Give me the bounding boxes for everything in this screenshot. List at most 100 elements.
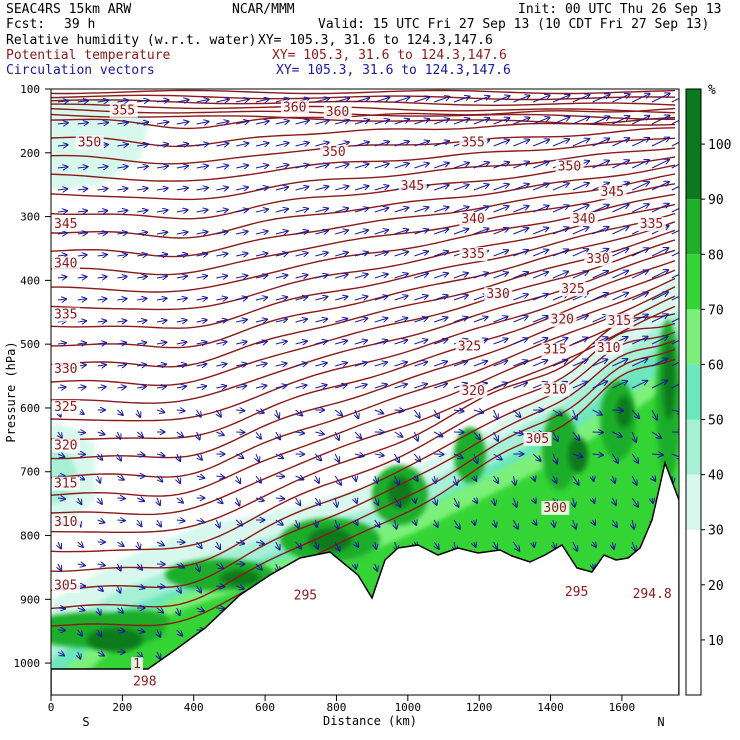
wind-vector — [137, 298, 146, 300]
wind-vector — [216, 121, 228, 124]
wind-vector — [137, 166, 148, 168]
wind-vector — [97, 520, 105, 523]
wind-vector — [671, 410, 679, 412]
wind-vector — [473, 207, 489, 213]
organization: NCAR/MMM — [232, 2, 295, 17]
theta-label: 310 — [543, 382, 566, 397]
wind-vector — [552, 409, 562, 416]
wind-vector — [632, 541, 635, 551]
wind-vector — [651, 116, 669, 125]
wind-vector — [394, 274, 408, 279]
wind-vector — [157, 497, 160, 505]
wind-vector — [236, 475, 240, 483]
wind-vector — [354, 296, 368, 300]
wind-vector — [216, 342, 226, 344]
wind-vector — [453, 229, 468, 235]
wind-vector — [434, 119, 449, 125]
wind-vector — [255, 431, 261, 439]
field-vector-name: Circulation vectors — [6, 63, 155, 78]
wind-vector — [295, 297, 308, 300]
wind-vector — [375, 519, 380, 527]
wind-vector — [236, 165, 248, 168]
wind-vector — [196, 364, 207, 366]
wind-vector — [533, 316, 548, 323]
wind-vector — [117, 166, 127, 168]
wind-vector — [414, 119, 429, 125]
wind-vector — [454, 497, 459, 507]
wind-vector — [494, 497, 495, 505]
wind-vector — [631, 204, 649, 213]
wind-vector — [57, 343, 66, 344]
wind-vector — [117, 563, 120, 571]
wind-vector — [97, 167, 108, 169]
wind-vector — [374, 142, 389, 147]
colorbar-bin — [686, 419, 701, 475]
wind-vector — [671, 295, 679, 301]
wind-vector — [513, 338, 527, 345]
wind-vector — [354, 252, 368, 256]
wind-vector — [592, 271, 609, 279]
wind-vector — [77, 211, 87, 212]
wind-vector — [494, 541, 498, 549]
theta-label: 330 — [54, 362, 77, 377]
wind-vector — [255, 143, 269, 146]
wind-vector — [532, 453, 540, 461]
wind-vector — [533, 294, 548, 301]
wind-vector — [255, 364, 267, 367]
wind-vector — [58, 541, 61, 548]
wind-vector — [275, 363, 287, 366]
wind-vector — [631, 94, 649, 103]
wind-vector — [651, 138, 669, 147]
wind-vector — [117, 387, 125, 388]
theta-label: 305 — [526, 432, 549, 447]
wind-vector — [156, 586, 165, 587]
wind-vector — [533, 476, 535, 481]
theta-contour — [51, 103, 676, 114]
wind-vector — [413, 409, 419, 418]
wind-vector — [176, 166, 188, 168]
wind-vector — [414, 318, 427, 323]
wind-vector — [77, 255, 87, 256]
wind-vector — [572, 117, 590, 125]
wind-vector — [354, 340, 367, 344]
wind-vector — [394, 252, 408, 257]
colorbar-label: 30 — [708, 524, 724, 539]
wind-vector — [216, 409, 221, 417]
wind-vector — [434, 384, 447, 389]
wind-vector — [453, 185, 469, 191]
wind-vector — [315, 541, 318, 549]
wind-vector — [473, 96, 490, 103]
wind-vector — [315, 497, 320, 505]
wind-vector — [414, 141, 429, 147]
wind-vector — [216, 364, 226, 366]
wind-vector — [137, 651, 142, 658]
wind-vector — [57, 277, 66, 278]
wind-vector — [136, 432, 143, 437]
wind-vector — [57, 233, 67, 234]
wind-vector — [592, 227, 609, 235]
theta-label: 340 — [572, 212, 595, 227]
wind-vector — [216, 254, 227, 256]
wind-vector — [473, 273, 488, 279]
theta-label: 325 — [54, 400, 77, 415]
wind-vector — [395, 519, 397, 529]
wind-vector — [335, 164, 348, 169]
wind-vector — [296, 519, 299, 528]
wind-vector — [354, 164, 369, 169]
x-axis: 0 200 400 600 800 1000 1200 1400 1600 — [48, 695, 635, 714]
wind-vector — [493, 361, 508, 367]
colorbar-label: 100 — [708, 138, 731, 153]
wind-vector — [236, 231, 248, 234]
wind-vector — [513, 475, 515, 485]
wind-vector — [216, 298, 227, 300]
wind-vector — [592, 94, 610, 103]
wind-vector — [216, 519, 219, 527]
wind-vector — [275, 253, 288, 256]
wind-vector — [414, 498, 415, 503]
colorbar-frame — [685, 88, 702, 696]
wind-vector — [77, 321, 86, 322]
wind-vector — [612, 249, 628, 257]
wind-vector — [255, 386, 266, 389]
wind-vector — [394, 119, 410, 125]
wind-vector — [57, 211, 67, 212]
